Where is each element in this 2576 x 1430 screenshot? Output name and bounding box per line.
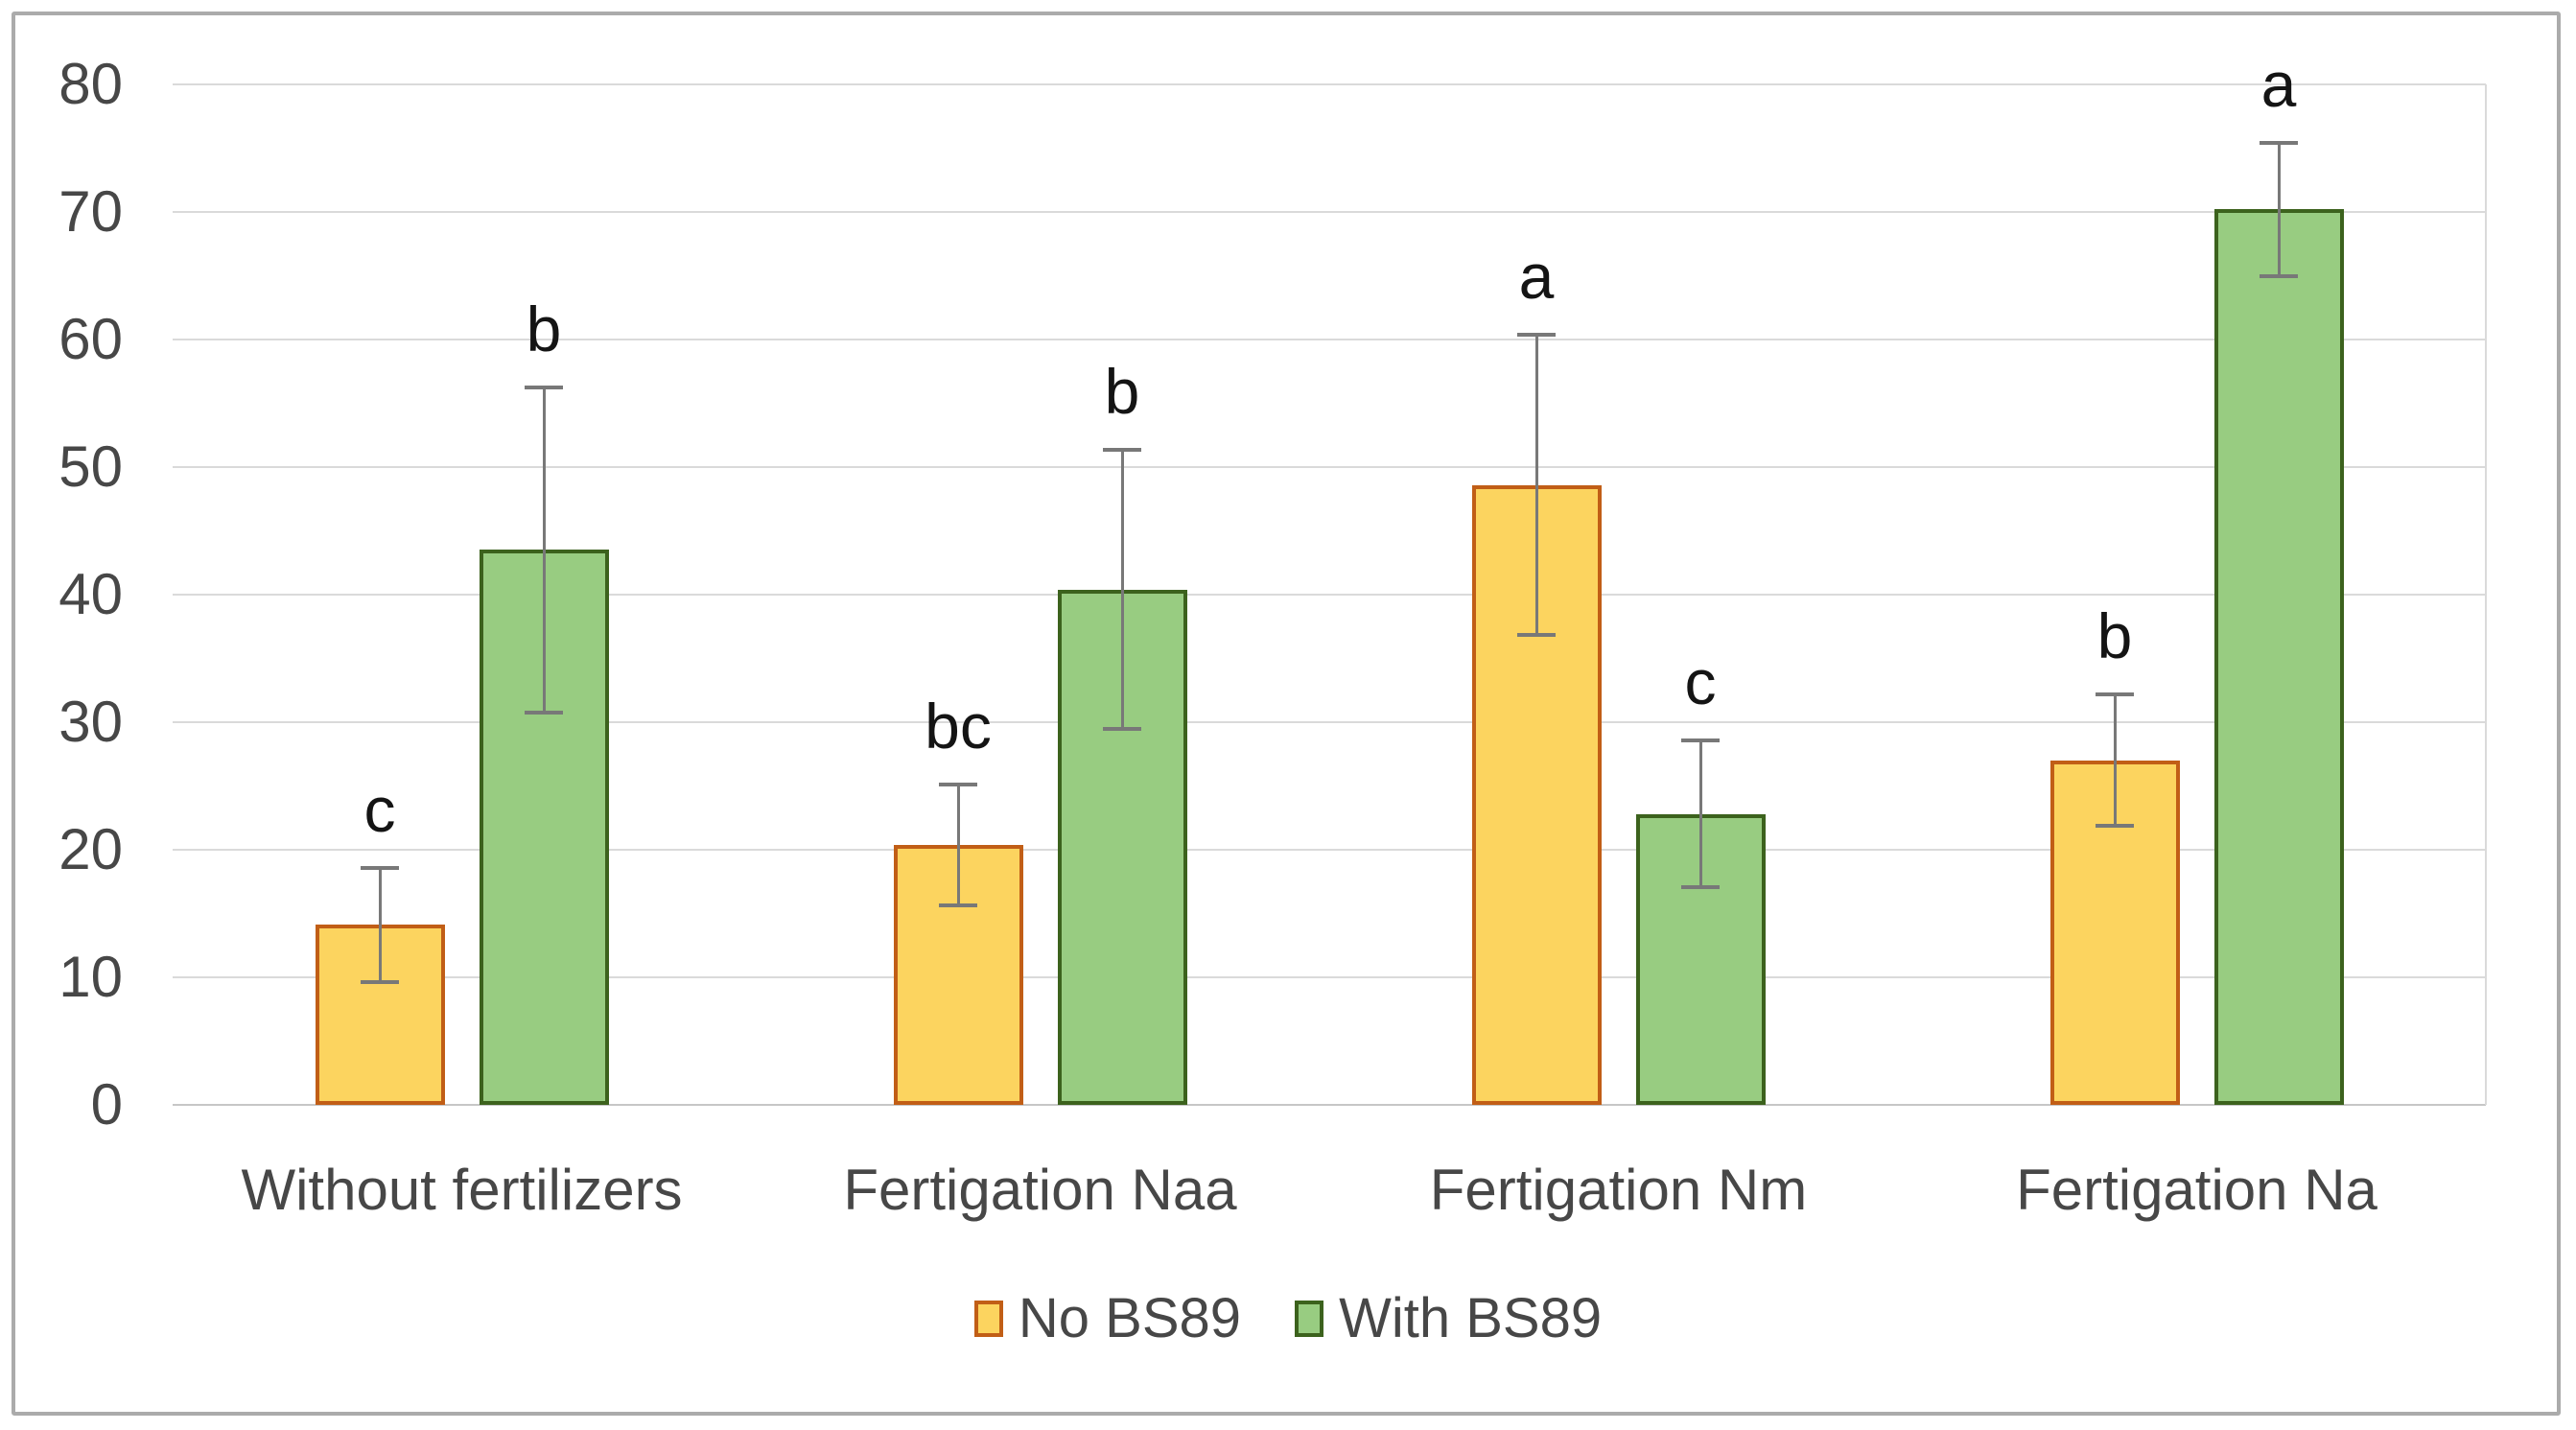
significance-letter: b bbox=[526, 293, 562, 364]
y-tick-label-70: 70 bbox=[59, 179, 123, 244]
significance-letter: bc bbox=[925, 690, 992, 762]
legend-item-no-bs89: No BS89 bbox=[973, 1287, 1242, 1349]
error-bar-cap-bottom bbox=[1517, 632, 1556, 637]
error-bar bbox=[2113, 692, 2117, 829]
legend-label-2: With BS89 bbox=[1339, 1287, 1603, 1349]
error-bar bbox=[1698, 738, 1702, 890]
error-bar-cap-top bbox=[1517, 333, 1556, 338]
legend-swatch-1 bbox=[973, 1301, 1003, 1337]
error-bar bbox=[542, 385, 546, 715]
significance-letter: a bbox=[2260, 48, 2297, 120]
error-bar bbox=[2277, 140, 2281, 279]
bar-with-bs89-cat4 bbox=[2213, 209, 2344, 1105]
error-bar-cap-top bbox=[1681, 738, 1720, 743]
error-bar-cap-top bbox=[525, 385, 563, 389]
error-bar-cap-bottom bbox=[2096, 824, 2134, 829]
gridline-y40 bbox=[173, 594, 2486, 596]
category-label-3: Fertigation Nm bbox=[1429, 1158, 1808, 1222]
legend-label-1: No BS89 bbox=[1018, 1287, 1242, 1349]
significance-letter: a bbox=[1518, 241, 1555, 313]
y-tick-label-80: 80 bbox=[59, 52, 123, 116]
y-tick-label-0: 0 bbox=[90, 1072, 123, 1137]
error-bar bbox=[956, 782, 960, 907]
error-bar-cap-top bbox=[2096, 692, 2134, 697]
legend-item-with-bs89: With BS89 bbox=[1295, 1291, 1602, 1347]
error-bar-cap-bottom bbox=[1681, 885, 1720, 890]
y-tick-label-10: 10 bbox=[59, 945, 123, 1009]
error-bar-cap-bottom bbox=[1103, 727, 1141, 732]
error-bar-cap-top bbox=[939, 782, 977, 786]
gridline-y50 bbox=[173, 466, 2486, 468]
category-label-2: Fertigation Naa bbox=[843, 1158, 1237, 1222]
y-tick-label-20: 20 bbox=[59, 817, 123, 881]
gridline-y20 bbox=[173, 849, 2486, 851]
x-axis-line bbox=[173, 1104, 2486, 1106]
error-bar-cap-bottom bbox=[939, 903, 977, 907]
error-bar bbox=[1120, 448, 1124, 732]
significance-letter: b bbox=[2096, 600, 2133, 672]
error-bar-cap-bottom bbox=[361, 979, 399, 984]
error-bar-cap-bottom bbox=[525, 711, 563, 715]
y-tick-label-30: 30 bbox=[59, 690, 123, 754]
significance-letter: c bbox=[1684, 646, 1717, 718]
category-label-4: Fertigation Na bbox=[2016, 1158, 2377, 1222]
gridline-y60 bbox=[173, 339, 2486, 340]
legend-swatch-2 bbox=[1295, 1301, 1324, 1337]
gridline-y80 bbox=[173, 83, 2486, 85]
significance-letter: c bbox=[363, 774, 396, 846]
error-bar-cap-top bbox=[361, 866, 399, 871]
plot-right-border bbox=[2485, 84, 2487, 1105]
y-tick-label-60: 60 bbox=[59, 307, 123, 371]
significance-letter: b bbox=[1104, 356, 1140, 428]
legend: No BS89 With BS89 bbox=[0, 1283, 2576, 1354]
error-bar bbox=[1534, 333, 1538, 637]
gridline-y30 bbox=[173, 721, 2486, 723]
gridline-y70 bbox=[173, 211, 2486, 213]
error-bar-cap-bottom bbox=[2260, 274, 2298, 279]
error-bar-cap-top bbox=[1103, 448, 1141, 453]
category-label-1: Without fertilizers bbox=[241, 1158, 683, 1222]
error-bar-cap-top bbox=[2260, 140, 2298, 145]
y-tick-label-50: 50 bbox=[59, 434, 123, 499]
error-bar bbox=[378, 866, 382, 984]
gridline-y10 bbox=[173, 976, 2486, 978]
y-tick-label-40: 40 bbox=[59, 562, 123, 626]
